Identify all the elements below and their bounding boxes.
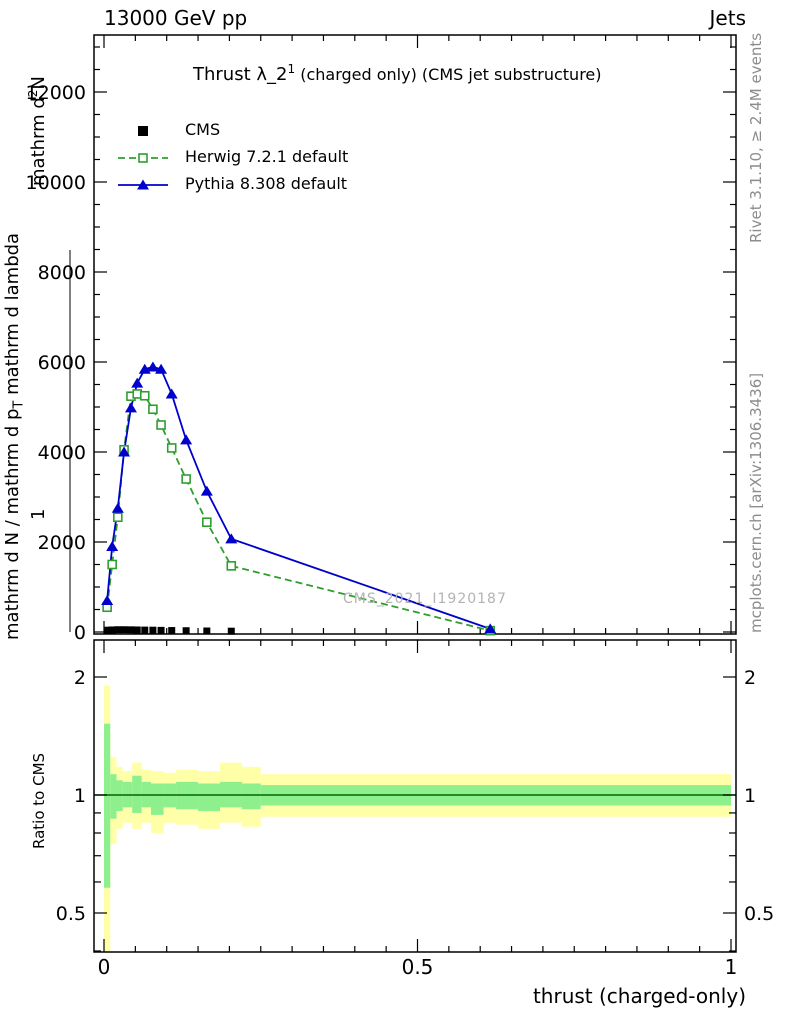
svg-text:8000: 8000 (38, 262, 86, 284)
legend-label-cms: CMS (185, 120, 221, 139)
svg-text:0.5: 0.5 (744, 903, 774, 925)
plot-title-qualifier: (charged only) (CMS jet substructure) (295, 65, 602, 84)
svg-text:1: 1 (744, 785, 756, 807)
svg-text:10000: 10000 (26, 172, 86, 194)
legend-label-herwig: Herwig 7.2.1 default (185, 147, 349, 166)
legend-label-pythia: Pythia 8.308 default (185, 174, 348, 193)
svg-text:2: 2 (74, 667, 86, 689)
mcplots-reference-note: mcplots.cern.ch [arXiv:1306.3436] (747, 372, 765, 633)
svg-text:12000: 12000 (26, 82, 86, 104)
analysis-id-watermark: CMS_2021_I1920187 (343, 591, 507, 607)
y-axis-label-denominator-text: mathrm d N / mathrm d p (2, 408, 23, 640)
x-axis-label: thrust (charged-only) (532, 984, 746, 1008)
beam-energy-label: 13000 GeV pp (104, 6, 248, 30)
svg-text:0: 0 (74, 622, 86, 644)
svg-text:2000: 2000 (38, 532, 86, 554)
y-axis-label-pt-subscript: T (11, 400, 27, 409)
y-axis-label-numerator: mathrm d2N (26, 76, 49, 186)
rivet-version-note: Rivet 3.1.10, ≥ 2.4M events (747, 32, 765, 243)
svg-text:0.5: 0.5 (56, 903, 86, 925)
svg-text:0.5: 0.5 (402, 955, 434, 979)
svg-text:2: 2 (744, 667, 756, 689)
y-axis-label-numerator-text: mathrm d (28, 97, 49, 186)
y-axis-label-squared-superscript: 2 (26, 89, 40, 98)
svg-text:0: 0 (98, 955, 111, 979)
svg-text:1: 1 (74, 785, 86, 807)
y-axis-label-denominator: mathrm d N / mathrm d pT mathrm d lambda (2, 233, 27, 640)
analysis-group-label: Jets (709, 6, 746, 30)
svg-text:4000: 4000 (38, 442, 86, 464)
plot-title-superscript: 1 (287, 62, 296, 76)
plot-title-observable: Thrust λ_2 (193, 64, 288, 85)
y-axis-label-denominator-tail: mathrm d lambda (2, 232, 23, 401)
ratio-y-axis-label: Ratio to CMS (30, 752, 48, 849)
plot-title: Thrust λ_21 (charged only) (CMS jet subs… (193, 62, 602, 85)
svg-text:6000: 6000 (38, 352, 86, 374)
y-axis-label-numerator-tail: N (28, 76, 49, 90)
y-axis-label-one: 1 (28, 508, 49, 520)
svg-text:1: 1 (725, 955, 738, 979)
